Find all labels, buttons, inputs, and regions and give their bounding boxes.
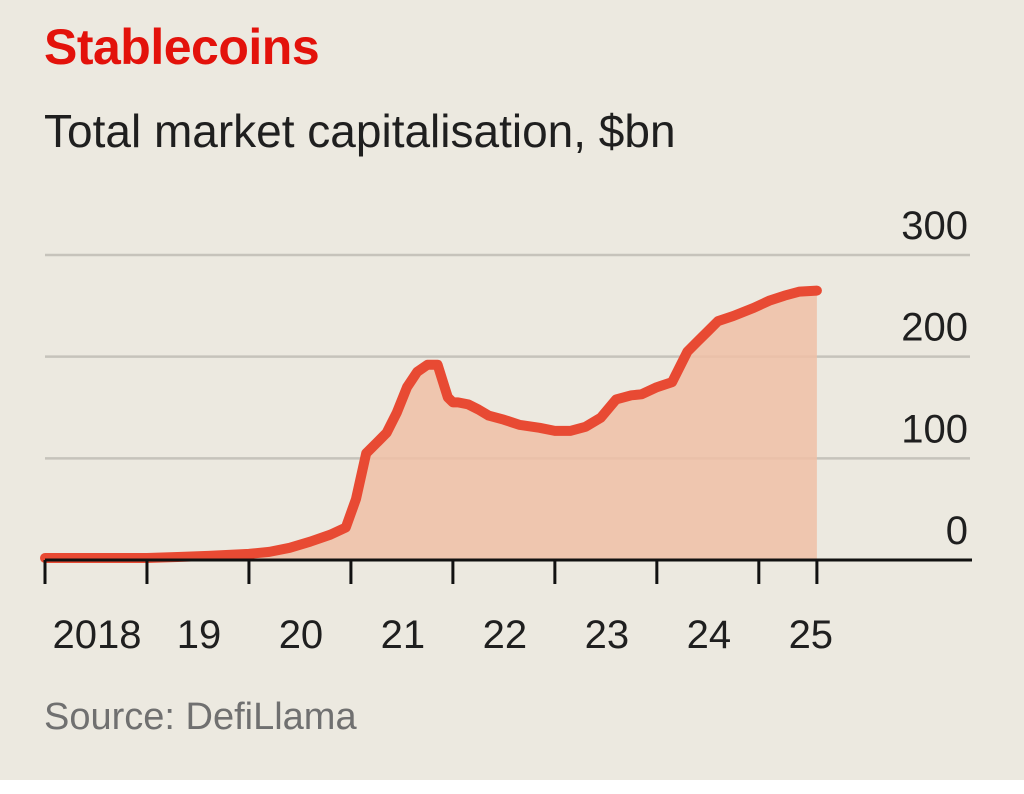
x-tick-label: 22 [483,613,528,657]
chart-title: Stablecoins [44,19,320,75]
chart-subtitle: Total market capitalisation, $bn [44,105,676,157]
y-tick-labels: 300 200 100 0 [901,204,968,553]
x-tick-label: 23 [585,613,630,657]
x-tick-label: 21 [381,613,426,657]
x-ticks: 2018 19 20 21 22 23 24 25 [43,560,834,657]
y-tick-label: 100 [901,407,968,451]
market-cap-area [45,290,817,560]
market-cap-line [40,285,822,563]
y-tick-label: 200 [901,306,968,350]
source-note: Source: DefiLlama [44,696,357,738]
y-tick-label: 300 [901,204,968,248]
x-tick-label: 20 [279,613,324,657]
x-tick-label: 2018 [53,613,142,657]
y-tick-label: 0 [946,509,968,553]
x-tick-label: 19 [177,613,222,657]
x-tick-label: 25 [789,613,834,657]
x-tick-label: 24 [687,613,732,657]
